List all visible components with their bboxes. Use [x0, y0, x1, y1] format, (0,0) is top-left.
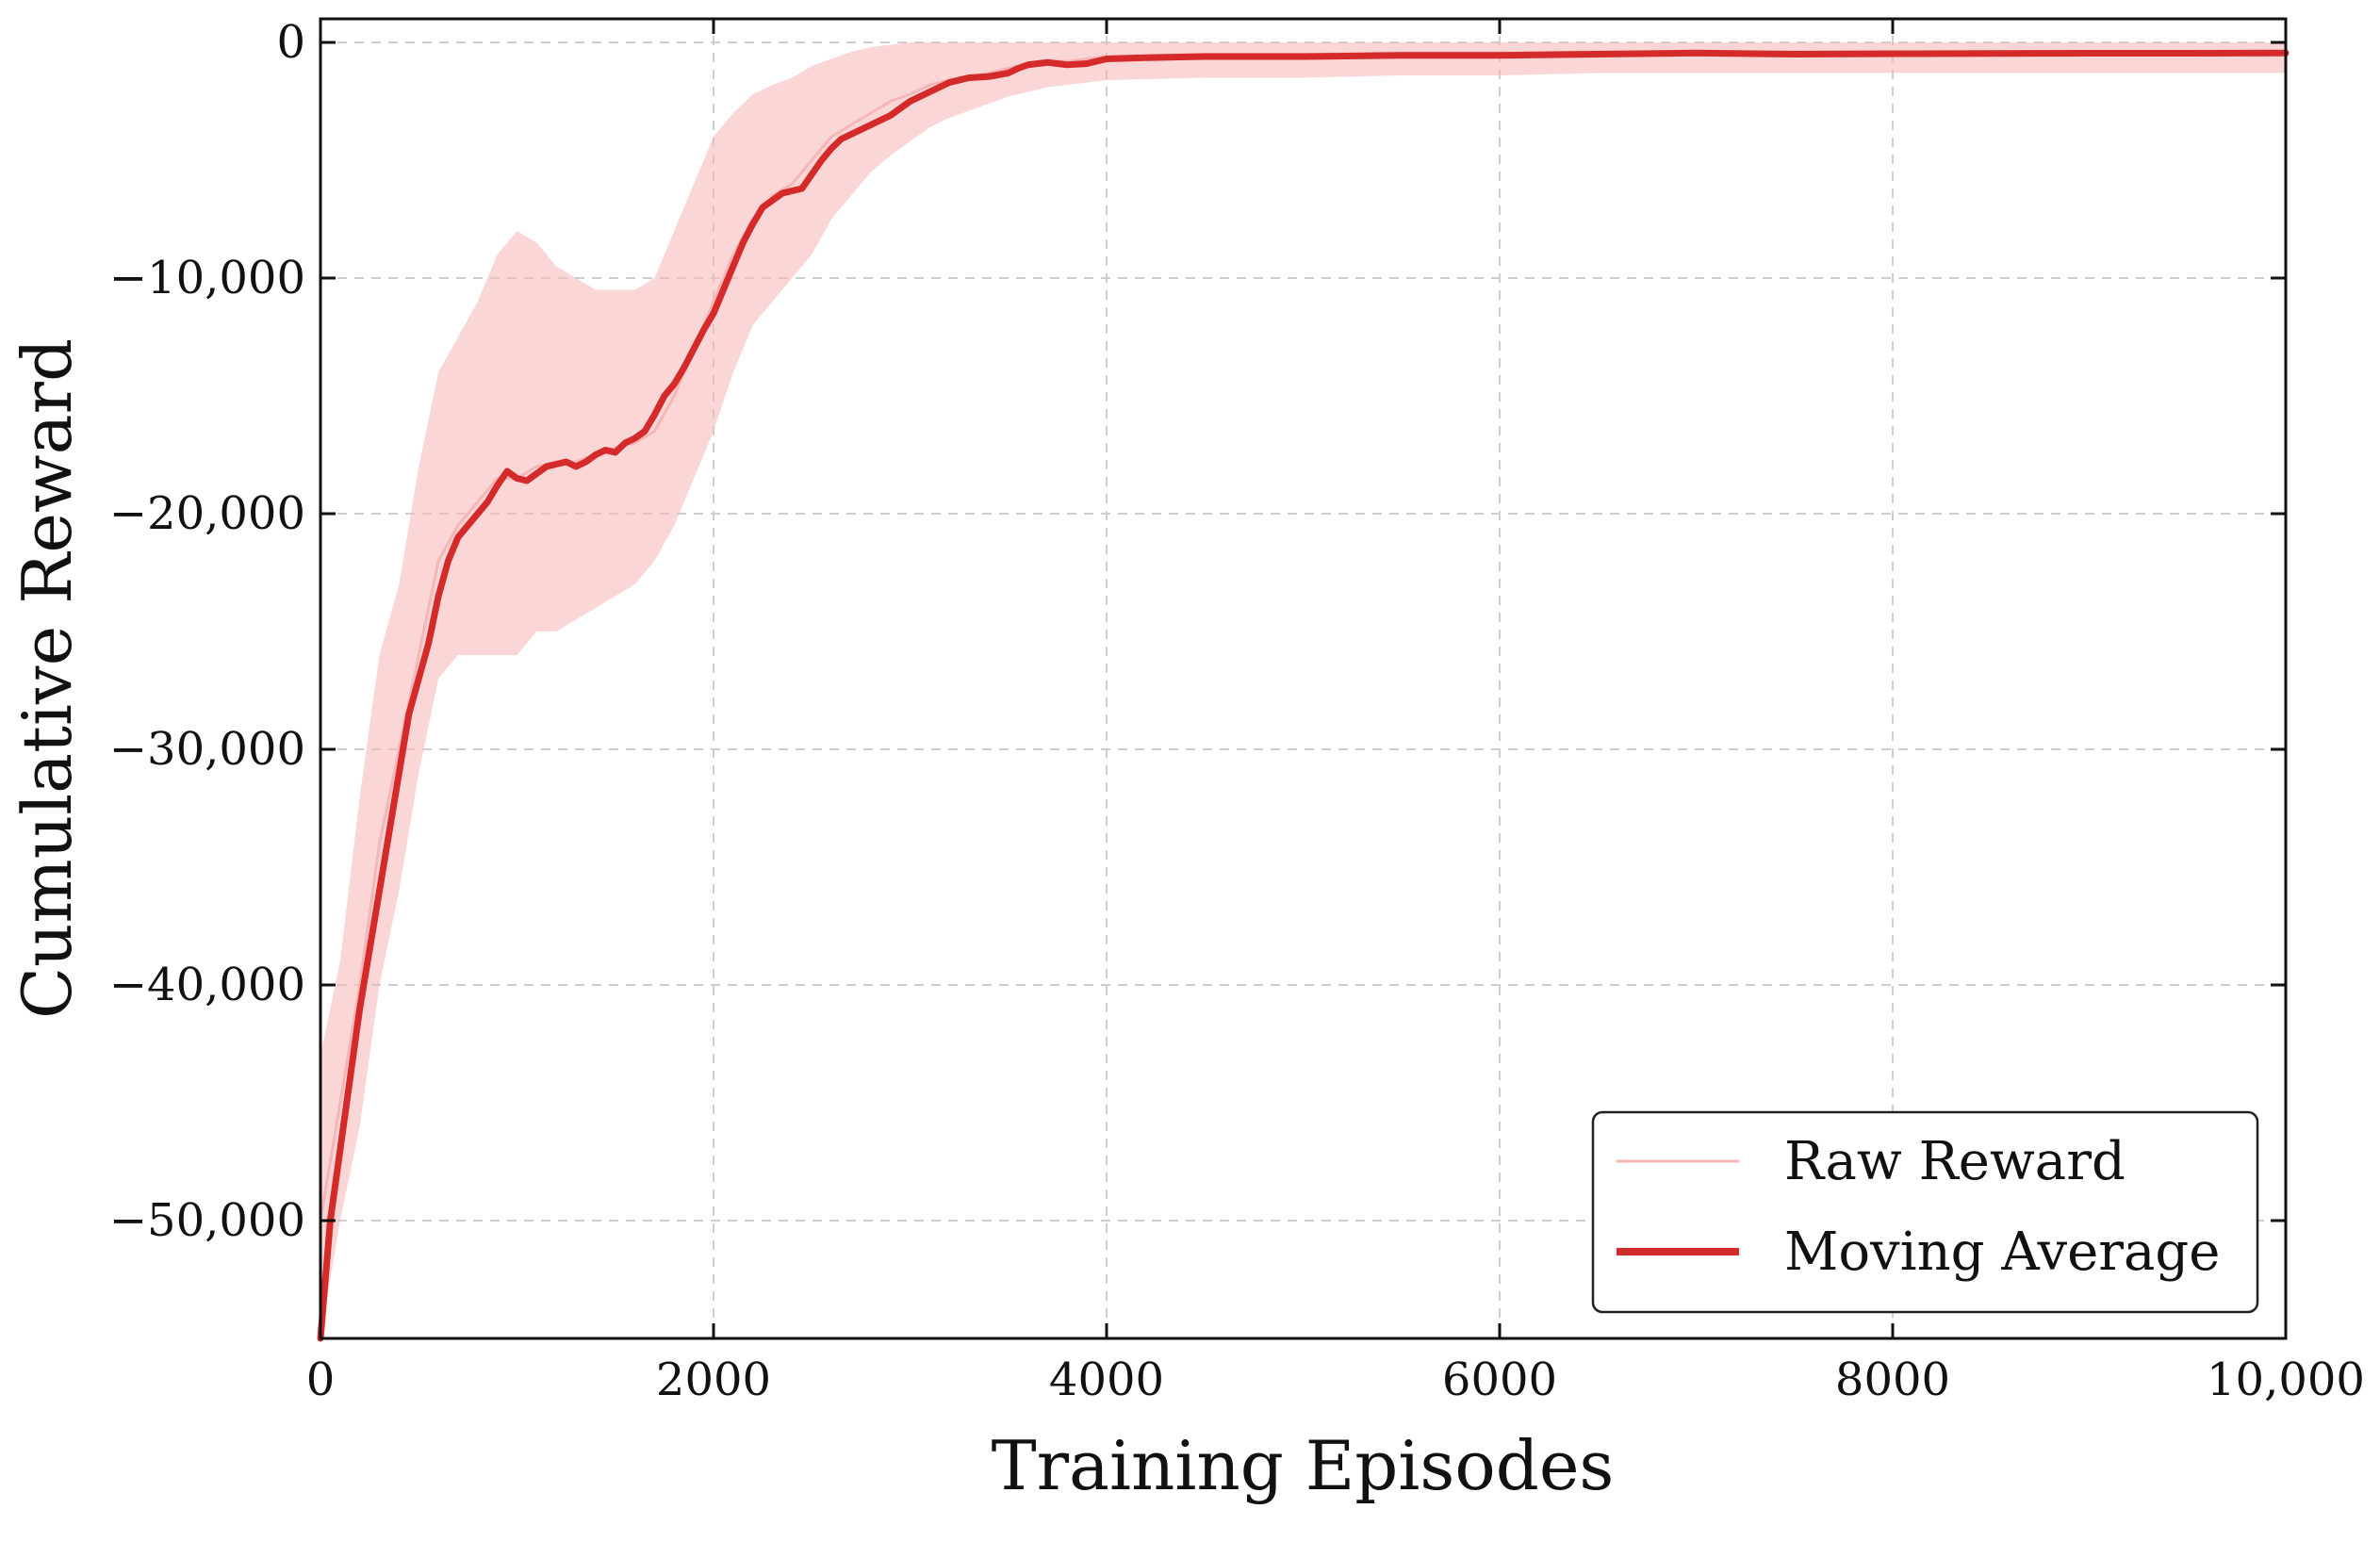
x-tick-label-0: 0	[306, 1353, 336, 1406]
raw-reward-line	[319, 50, 2286, 1222]
y-tick-label-4: −40,000	[109, 959, 305, 1011]
x-tick-label-2: 4000	[1049, 1353, 1164, 1406]
moving-average-line	[317, 49, 2290, 1342]
x-tick-label-3: 6000	[1442, 1353, 1557, 1406]
tick-layer: 0 2000 4000 6000 8000 10,000 0 −10,000 −20,000 −3…	[109, 16, 2365, 1406]
plot-frame	[319, 17, 2288, 1340]
x-tick-label-1: 2000	[656, 1353, 771, 1406]
y-tick-label-0: 0	[276, 16, 305, 69]
y-tick-label-1: −10,000	[109, 252, 305, 304]
y-axis-label: Cumulative Reward	[8, 338, 87, 1019]
y-tick-label-3: −30,000	[109, 723, 305, 776]
moving-average-layer	[317, 49, 2290, 1342]
x-axis-label: Training Episodes	[992, 1426, 1615, 1505]
legend-label-moving-average: Moving Average	[1784, 1222, 2220, 1283]
y-tick-label-2: −20,000	[109, 487, 305, 540]
y-tick-label-5: −50,000	[109, 1194, 305, 1247]
legend-label-raw-reward: Raw Reward	[1784, 1131, 2126, 1192]
x-tick-label-4: 8000	[1835, 1353, 1950, 1406]
x-tick-label-5: 10,000	[2207, 1353, 2365, 1406]
legend-box	[1591, 1110, 2259, 1314]
legend: Raw Reward Moving Average	[1591, 1110, 2259, 1314]
